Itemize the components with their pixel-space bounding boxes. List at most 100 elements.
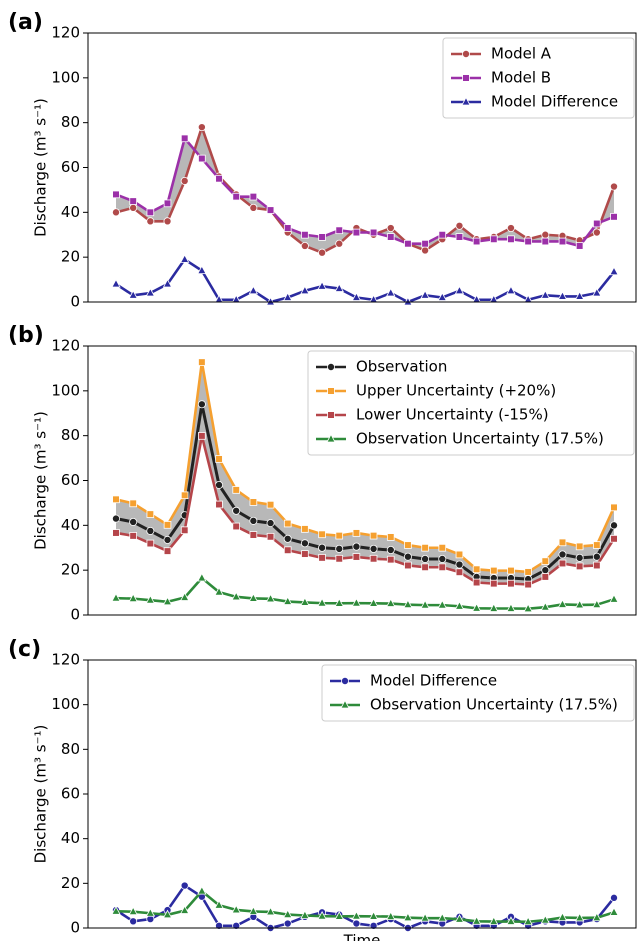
- point-marker: [249, 498, 258, 506]
- point-marker: [455, 550, 464, 559]
- point-marker: [283, 224, 292, 232]
- series-line: [115, 576, 615, 611]
- point-marker: [507, 579, 515, 588]
- point-marker: [214, 586, 224, 596]
- point-marker: [198, 154, 206, 163]
- point-marker: [368, 911, 379, 920]
- point-marker: [231, 904, 241, 914]
- point-marker: [145, 287, 156, 297]
- point-marker: [386, 555, 395, 564]
- point-marker: [112, 190, 120, 199]
- point-marker: [335, 554, 344, 563]
- point-marker: [180, 526, 189, 535]
- point-marker: [524, 580, 532, 589]
- point-marker: [593, 219, 601, 228]
- point-marker: [129, 197, 137, 205]
- point-marker: [145, 594, 156, 604]
- y-tick-label: 60: [61, 158, 80, 176]
- y-tick-label: 40: [61, 516, 80, 534]
- point-marker: [386, 287, 396, 297]
- point-marker: [592, 228, 601, 237]
- point-marker: [610, 521, 619, 530]
- point-marker: [266, 206, 275, 214]
- point-marker: [471, 603, 482, 612]
- point-marker: [352, 529, 361, 537]
- y-tick-label: 0: [70, 606, 80, 624]
- point-marker: [386, 224, 395, 233]
- point-marker: [112, 495, 120, 504]
- point-marker: [386, 233, 395, 241]
- point-marker: [163, 535, 172, 544]
- point-marker: [335, 239, 344, 248]
- legend-marker: [327, 411, 335, 419]
- point-marker: [558, 538, 567, 547]
- point-marker: [249, 192, 258, 201]
- point-marker: [231, 591, 241, 601]
- panel-label: (c): [8, 637, 41, 662]
- point-marker: [558, 550, 567, 559]
- point-marker: [334, 283, 344, 292]
- point-marker: [369, 228, 378, 237]
- point-marker: [386, 545, 395, 554]
- point-marker: [386, 533, 395, 541]
- point-marker: [180, 881, 189, 890]
- y-axis-label: Discharge (m³ s⁻¹): [32, 411, 50, 550]
- point-marker: [575, 562, 584, 571]
- point-marker: [471, 294, 482, 304]
- plot-frame: [87, 345, 637, 616]
- y-tick-label: 80: [61, 426, 80, 444]
- y-tick-label: 20: [61, 874, 80, 892]
- y-tick-label: 40: [61, 203, 80, 221]
- point-marker: [283, 596, 293, 605]
- point-marker: [335, 531, 344, 540]
- point-marker: [215, 455, 223, 463]
- point-marker: [198, 358, 206, 366]
- point-marker: [421, 543, 429, 552]
- point-marker: [215, 500, 223, 509]
- point-marker: [575, 542, 584, 551]
- point-marker: [472, 578, 481, 587]
- series-line: [115, 258, 616, 304]
- point-marker: [489, 294, 499, 304]
- point-marker: [197, 123, 206, 132]
- point-marker: [420, 912, 430, 922]
- legend-label: Model Difference: [370, 672, 497, 690]
- point-marker: [455, 233, 464, 241]
- point-marker: [369, 531, 378, 540]
- legend-label: Model B: [491, 69, 551, 87]
- point-marker: [128, 906, 138, 916]
- point-marker: [523, 603, 533, 613]
- point-marker: [301, 525, 309, 533]
- y-tick-label: 0: [70, 919, 80, 937]
- point-marker: [368, 598, 379, 607]
- point-marker: [524, 237, 532, 246]
- y-tick-label: 0: [70, 293, 80, 311]
- point-marker: [111, 906, 121, 915]
- point-marker: [145, 908, 156, 917]
- point-marker: [318, 554, 326, 562]
- point-marker: [369, 554, 378, 563]
- point-marker: [575, 242, 584, 250]
- point-marker: [540, 601, 550, 611]
- point-marker: [162, 596, 173, 606]
- legend-label: Model Difference: [491, 93, 618, 111]
- point-marker: [455, 568, 464, 576]
- point-marker: [129, 499, 137, 508]
- point-marker: [574, 291, 585, 300]
- point-marker: [420, 599, 430, 609]
- point-marker: [180, 491, 189, 500]
- point-marker: [180, 134, 189, 143]
- point-marker: [421, 563, 429, 572]
- point-marker: [609, 266, 619, 276]
- point-marker: [265, 906, 276, 916]
- point-marker: [557, 291, 568, 300]
- point-marker: [301, 550, 309, 558]
- legend-marker: [327, 387, 335, 395]
- point-marker: [593, 541, 601, 549]
- point-marker: [574, 912, 585, 922]
- legend-marker: [326, 362, 335, 371]
- y-tick-label: 120: [51, 651, 80, 669]
- point-marker: [574, 599, 585, 609]
- point-marker: [454, 285, 465, 295]
- point-marker: [369, 544, 378, 553]
